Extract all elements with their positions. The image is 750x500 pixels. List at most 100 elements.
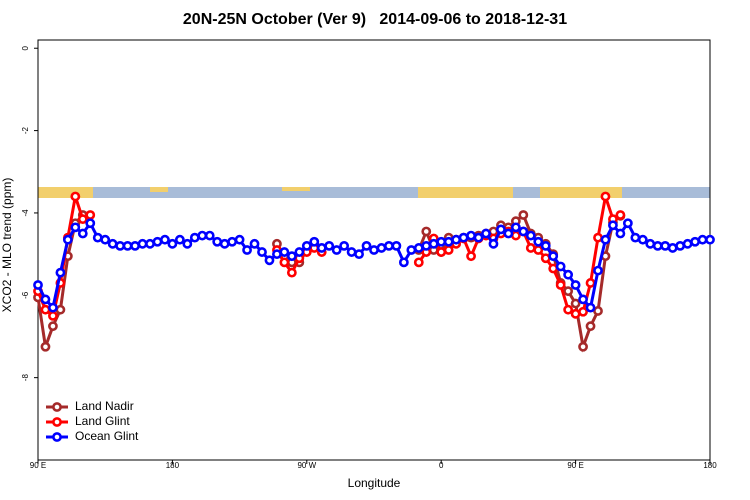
data-point [563,286,574,297]
data-point [286,251,297,262]
data-point [518,226,529,237]
y-tick-label: 0 [21,45,30,50]
data-point [600,234,611,245]
series-line [36,196,622,319]
data-point [279,247,290,257]
data-point [496,224,506,235]
data-point [563,269,574,280]
data-point [219,238,230,249]
x-axis-label: Longitude [348,476,401,490]
data-point [637,234,648,245]
data-point [667,243,678,253]
legend-label: Ocean Glint [75,429,139,443]
data-point [421,226,432,237]
data-point [107,238,118,249]
data-point [100,234,111,245]
data-point [555,261,566,272]
data-point [398,257,409,268]
data-point [55,304,66,315]
data-point [645,238,656,249]
data-point [615,228,626,239]
data-point [510,222,521,233]
data-point [443,245,454,255]
data-point [413,257,424,268]
data-point [488,238,499,249]
data-point [578,341,588,352]
data-point [212,236,223,247]
data-point [540,240,551,251]
data-point [85,218,96,229]
data-point [92,232,103,243]
y-tick-label: -2 [21,126,30,134]
x-tick-label: 90 W [297,461,316,470]
data-point [466,230,476,241]
data-point [585,302,596,313]
data-point [189,232,200,243]
map-strip [38,187,710,198]
data-point [473,232,484,243]
data-point [548,251,559,262]
data-point [40,341,51,352]
data-point [615,210,626,220]
data-point [518,210,529,220]
data-point [384,240,394,251]
data-point [70,222,81,233]
data-point [533,245,544,255]
data-point [62,234,73,245]
legend-marker [52,417,62,427]
data-point [593,306,603,316]
data-point [369,245,379,255]
data-point [600,191,611,202]
data-point [249,238,260,249]
data-point [578,306,588,317]
data-point [443,236,454,247]
x-tick-label: 180 [166,461,180,470]
data-point [413,243,424,253]
data-point [85,210,96,220]
plot-box [37,39,711,461]
data-point [630,232,641,243]
data-point [376,243,387,253]
legend-label: Land Nadir [75,399,134,413]
data-point [48,321,58,332]
data-point [585,278,596,288]
data-point [652,240,663,251]
data-point [294,247,305,257]
data-point [309,236,320,247]
data-point [458,232,469,243]
data-point [608,220,618,231]
data-point [130,240,140,251]
data-point [548,263,559,274]
data-point [510,230,521,241]
data-point [197,230,208,241]
legend-marker [52,402,62,412]
data-point [697,234,708,245]
data-point [77,228,88,239]
data-point [570,298,581,309]
chart-title: 20N-25N October (Ver 9) 2014-09-06 to 20… [183,11,567,28]
data-point [406,245,417,255]
data-point [242,245,252,255]
data-point [503,228,514,239]
x-tick-label: 180 [703,461,717,470]
data-point [48,302,58,313]
data-point [324,240,335,251]
legend-label: Land Glint [75,414,130,428]
data-point [540,253,551,264]
data-point [316,243,327,253]
data-point [167,238,178,249]
y-tick-label: -6 [21,291,30,299]
data-point [40,304,51,315]
data-point [204,230,215,241]
data-point [570,280,581,290]
data-point [555,280,566,290]
data-point [593,232,603,243]
data-point [354,249,364,260]
data-point [622,218,633,229]
data-point [675,240,686,251]
data-point [585,321,596,332]
data-point [55,267,66,278]
y-axis-label: XCO2 - MLO trend (ppm) [0,178,14,313]
x-tick-label: 90 E [567,461,583,470]
data-point [272,249,282,260]
